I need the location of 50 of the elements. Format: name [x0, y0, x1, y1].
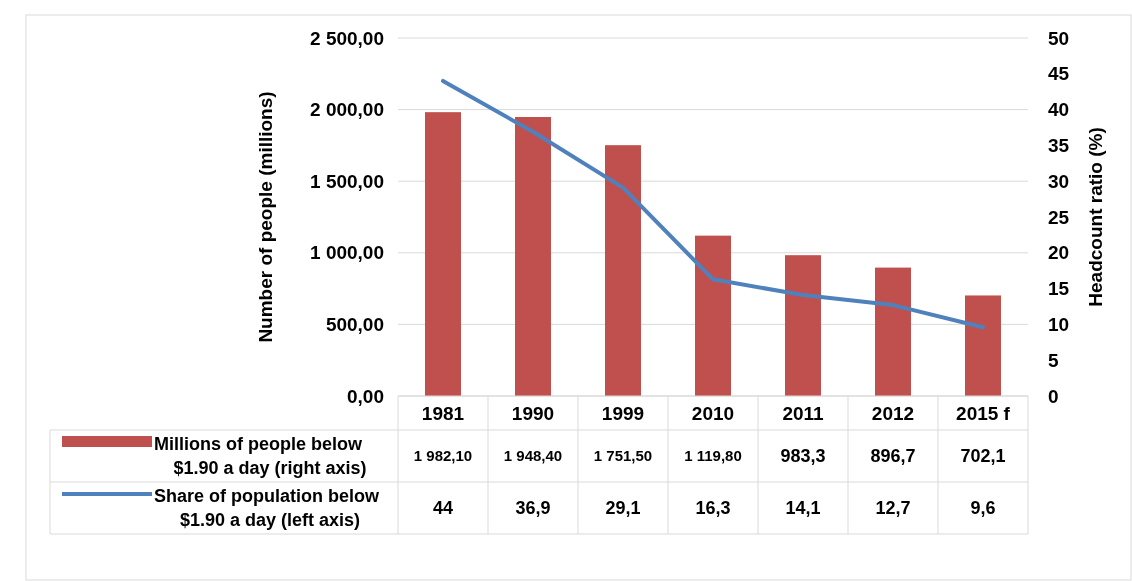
y2-tick-label: 35 [1048, 135, 1070, 157]
x-tick-label: 1981 [421, 402, 465, 424]
y-tick-label: 2 000,00 [310, 99, 384, 121]
bar [515, 116, 551, 396]
y2-tick-label: 10 [1048, 314, 1070, 336]
data-label: 16,3 [695, 498, 731, 519]
y-tick-label: 2 500,00 [310, 27, 384, 49]
data-label: 9,6 [970, 498, 996, 519]
data-label: 14,1 [785, 498, 821, 519]
x-tick-label: 1990 [511, 402, 555, 424]
y-tick-label: 500,00 [325, 314, 384, 336]
data-label: 44 [432, 498, 454, 519]
bar [605, 145, 641, 396]
bar [965, 295, 1001, 396]
legend-label: Share of population below $1.90 a day (left axis) [154, 486, 380, 531]
y2-tick-label: 15 [1048, 278, 1070, 300]
y2-axis-title: Headcount ratio (%) [1085, 127, 1106, 307]
y2-tick-label: 50 [1048, 27, 1070, 49]
data-label: 1 948,40 [503, 447, 563, 465]
x-tick-label: 1999 [601, 402, 645, 424]
data-label: 702,1 [960, 446, 1006, 467]
data-label: 983,3 [780, 446, 826, 467]
data-label: 1 119,80 [684, 447, 742, 465]
x-tick-label: 2015 f [956, 402, 1011, 424]
y-axis-title: Number of people (millions) [255, 91, 276, 343]
x-tick-label: 2010 [691, 402, 735, 424]
data-label: 12,7 [875, 498, 911, 519]
x-tick-label: 2012 [871, 402, 915, 424]
bar [425, 112, 461, 396]
x-tick-label: 2011 [782, 402, 825, 424]
y2-tick-label: 30 [1048, 170, 1070, 192]
y2-tick-label: 5 [1048, 349, 1059, 371]
y2-tick-label: 25 [1048, 206, 1070, 228]
y2-tick-label: 0 [1048, 385, 1059, 407]
y2-tick-label: 20 [1048, 242, 1070, 264]
y2-tick-label: 40 [1048, 99, 1070, 121]
y-tick-label: 1 500,00 [310, 170, 384, 192]
data-label: 36,9 [515, 498, 551, 519]
bar [695, 235, 731, 396]
y-tick-label: 0,00 [347, 385, 384, 407]
line-series [441, 78, 985, 330]
bar [875, 267, 911, 396]
legend-label: Millions of people below $1.90 a day (right axis) [154, 434, 367, 479]
data-label: 1 982,10 [413, 447, 473, 465]
y2-tick-label: 45 [1048, 63, 1070, 85]
data-label: 1 751,50 [593, 447, 653, 465]
data-label: 896,7 [870, 446, 916, 467]
bar [785, 255, 821, 396]
y-tick-label: 1 000,00 [310, 242, 384, 264]
data-label: 29,1 [605, 498, 641, 519]
